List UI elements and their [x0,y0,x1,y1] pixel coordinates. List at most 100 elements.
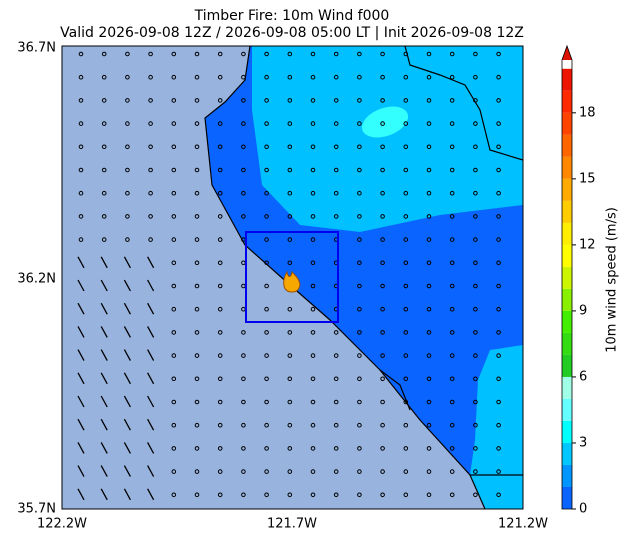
wind-barb [147,418,155,431]
calm-circle [194,353,200,358]
wind-barb [123,279,131,292]
calm-circle [194,306,200,312]
calm-circle [357,492,362,498]
calm-circle [310,260,316,266]
calm-circle [357,98,362,103]
colorbar-band [562,244,572,267]
calm-circle [473,422,478,428]
lon-label: 122.2W [37,517,87,532]
subtitle: Valid 2026-09-08 12Z / 2026-09-08 05:00 … [60,25,524,41]
calm-circle [403,283,409,289]
colorbar-band [562,442,572,465]
calm-circle [217,260,223,266]
calm-circle [125,144,130,150]
calm-circle [264,330,269,335]
calm-circle [148,121,153,126]
calm-circle [380,214,385,219]
calm-circle [264,51,269,57]
calm-circle [449,144,455,150]
calm-circle [496,190,501,196]
calm-circle [171,283,177,289]
calm-circle [496,214,501,219]
calm-circle [171,214,177,219]
calm-circle [241,446,246,451]
calm-circle [101,51,107,57]
calm-circle [449,330,455,335]
wind-barb [147,372,155,385]
calm-circle [357,469,362,474]
calm-circle [333,330,339,335]
calm-circle [171,144,177,150]
calm-circle [125,51,130,57]
calm-circle [194,190,200,196]
calm-circle [287,376,293,382]
calm-circle [264,98,269,103]
calm-circle [473,306,478,312]
wind-max [361,106,409,138]
calm-circle [426,492,432,498]
calm-circle [171,376,177,382]
calm-circle [333,167,339,173]
calm-circle [380,190,385,196]
calm-circle [194,446,200,451]
calm-circle [217,167,223,173]
calm-circle [264,422,269,428]
calm-circle [241,190,246,196]
calm-circle [496,446,501,451]
calm-circle [101,144,107,150]
calm-circle [264,306,269,312]
calm-circle [310,51,316,57]
calm-circle [403,422,409,428]
calm-circle [426,306,432,312]
calm-circle [310,121,316,126]
calm-circle [241,492,246,498]
calm-circle [194,376,200,382]
wind-barb [147,488,155,501]
calm-circle [473,144,478,150]
calm-circle [217,492,223,498]
calm-circle [496,492,501,498]
calm-circle [148,190,153,196]
wind-barb [123,465,131,477]
calm-circle [473,376,478,382]
wind-barb [147,326,155,338]
calm-circle [287,237,293,242]
calm-circle [125,74,130,80]
calm-circle [426,376,432,382]
calm-circle [403,214,409,219]
calm-circle [310,330,316,335]
map-frame [61,45,524,510]
wind-barb [123,488,131,501]
calm-circle [496,74,501,80]
colorbar-band [562,178,572,201]
calm-circle [473,51,478,57]
calm-circle [125,167,130,173]
calm-circle [241,167,246,173]
calm-circle [449,469,455,474]
calm-circle [217,446,223,451]
calm-circle [380,237,385,242]
calm-circle [496,237,501,242]
calm-circle [241,399,246,405]
calm-circle [148,214,153,219]
colorbar-tick-label: 6 [579,369,587,384]
calm-circle [171,446,177,451]
calm-circle [217,399,223,405]
calm-circle [496,376,501,382]
calm-circle [171,51,177,57]
calm-circle [449,446,455,451]
calm-circle [380,422,385,428]
calm-circle [380,353,385,358]
calm-circle [357,144,362,150]
calm-circle [287,121,293,126]
wind-barb [100,442,108,454]
colorbar-band [562,156,572,179]
calm-circle [171,492,177,498]
wind-barb [123,349,131,361]
calm-circle [496,399,501,405]
calm-circle [310,214,316,219]
calm-circle [473,237,478,242]
calm-circle [473,330,478,335]
calm-circle [194,469,200,474]
